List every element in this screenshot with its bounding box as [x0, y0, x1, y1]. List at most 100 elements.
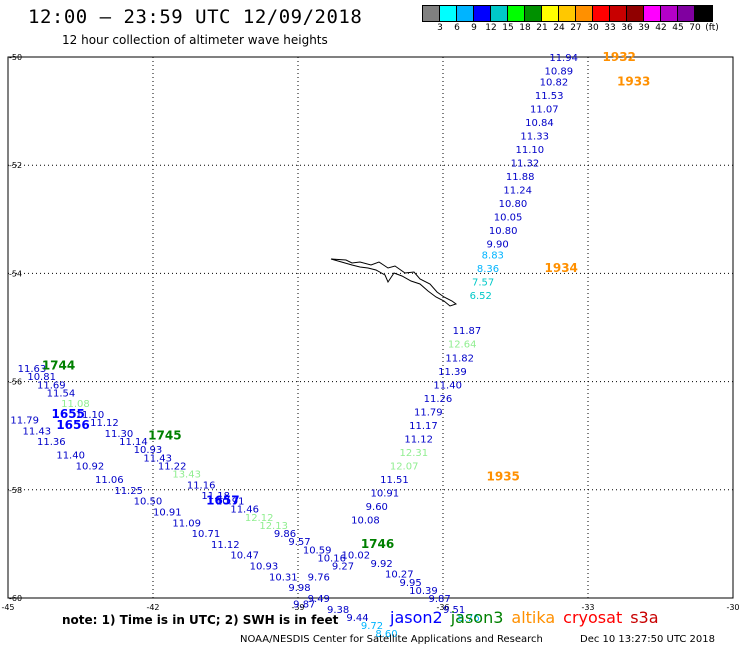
wave-height-value: 11.33 — [520, 131, 549, 142]
wave-height-value: 9.51 — [443, 605, 465, 616]
color-scale-label: 42 — [655, 23, 667, 33]
wave-height-value: 11.24 — [503, 186, 532, 197]
color-scale-label: 70 — [689, 23, 701, 33]
wave-height-value: 11.16 — [187, 480, 216, 491]
wave-height-value: 10.71 — [192, 529, 221, 540]
x-tick-label: -30 — [726, 603, 739, 612]
color-swatch — [661, 6, 678, 21]
pass-time-label: 1656 — [56, 418, 89, 432]
color-swatch — [508, 6, 525, 21]
wave-height-value: 9.72 — [361, 621, 383, 632]
wave-height-value: 11.87 — [453, 326, 482, 337]
wave-height-value: 10.08 — [351, 516, 380, 527]
wave-height-value: 9.95 — [400, 578, 422, 589]
color-swatch — [610, 6, 627, 21]
wave-height-value: 11.32 — [511, 158, 540, 169]
y-tick-label: -52 — [9, 161, 22, 170]
wave-height-value: 11.79 — [10, 415, 39, 426]
color-scale-label: 39 — [638, 23, 650, 33]
wave-height-value: 10.59 — [303, 545, 332, 556]
color-swatch — [576, 6, 593, 21]
wave-height-value: 11.10 — [76, 410, 105, 421]
wave-height-value: 11.88 — [506, 172, 535, 183]
wave-height-value: 9.38 — [327, 605, 349, 616]
generation-timestamp: Dec 10 13:27:50 UTC 2018 — [580, 634, 715, 645]
wave-height-value: 7.57 — [472, 278, 494, 289]
color-scale-label: 21 — [536, 23, 548, 33]
wave-height-value: 11.18 — [201, 491, 230, 502]
color-swatch — [627, 6, 644, 21]
pass-time-label: 1934 — [545, 261, 578, 275]
wave-height-value: 11.39 — [438, 367, 467, 378]
footnote: note: 1) Time is in UTC; 2) SWH is in fe… — [62, 613, 339, 627]
pass-time-label: 1655 — [52, 407, 85, 421]
wave-height-value: 13.43 — [172, 470, 201, 481]
legend-jason2: jason2 — [390, 608, 443, 627]
map-subtitle: 12 hour collection of altimeter wave hei… — [62, 33, 328, 47]
color-swatch — [542, 6, 559, 21]
color-scale-bar — [422, 5, 713, 22]
wave-height-value: 10.91 — [153, 507, 182, 518]
wave-height-value: 8.36 — [477, 264, 499, 275]
wave-height-value: 11.06 — [95, 475, 124, 486]
pass-time-label: 1657 — [206, 494, 239, 508]
map-frame — [7, 56, 734, 599]
wave-height-value: 12.12 — [245, 513, 274, 524]
wave-height-value: 10.84 — [525, 118, 554, 129]
pass-time-label: 1933 — [617, 74, 650, 88]
wave-height-value: 11.94 — [549, 53, 578, 64]
wave-height-value: 10.82 — [540, 77, 569, 88]
wave-height-value: 10.91 — [371, 489, 400, 500]
wave-height-value: 10.81 — [27, 372, 56, 383]
wave-height-value: 9.92 — [371, 559, 393, 570]
wave-height-value: 11.26 — [424, 394, 453, 405]
wave-height-value: 8.76 — [458, 613, 480, 624]
wave-height-value: 10.89 — [545, 67, 574, 78]
wave-height-value: 11.07 — [530, 104, 559, 115]
wave-height-value: 11.82 — [445, 353, 474, 364]
y-tick-label: -60 — [9, 594, 22, 603]
legend-cryosat: cryosat — [563, 608, 623, 627]
wave-height-value: 11.08 — [61, 399, 90, 410]
wave-height-value: 12.07 — [390, 461, 419, 472]
legend-s3a: s3a — [630, 608, 659, 627]
wave-height-value: 9.98 — [288, 583, 310, 594]
wave-height-value: 10.50 — [134, 497, 163, 508]
color-swatch — [678, 6, 695, 21]
wave-height-value: 9.60 — [366, 502, 388, 513]
x-tick-label: -36 — [436, 603, 449, 612]
x-tick-label: -45 — [1, 603, 14, 612]
color-scale-label: 24 — [553, 23, 565, 33]
color-scale-label: 27 — [570, 23, 582, 33]
wave-height-value: 11.14 — [119, 437, 148, 448]
color-swatch — [525, 6, 542, 21]
wave-height-value: 9.87 — [429, 594, 451, 605]
wave-height-value: 9.90 — [487, 240, 509, 251]
wave-height-value: 11.12 — [90, 418, 119, 429]
color-scale-label: 18 — [519, 23, 531, 33]
wave-height-value: 12.64 — [448, 340, 477, 351]
credit-line: NOAA/NESDIS Center for Satellite Applica… — [240, 634, 543, 645]
wave-height-value: 10.31 — [269, 572, 298, 583]
wave-height-value: 11.69 — [37, 380, 66, 391]
wave-height-value: 10.47 — [230, 551, 259, 562]
color-scale-label: 30 — [587, 23, 599, 33]
color-swatch — [644, 6, 661, 21]
wave-height-value: 11.40 — [433, 380, 462, 391]
wave-height-value: 11.12 — [404, 434, 433, 445]
map-title: 12:00 – 23:59 UTC 12/09/2018 — [28, 6, 363, 28]
wave-height-value: 9.27 — [332, 562, 354, 573]
y-tick-label: -56 — [9, 378, 22, 387]
color-scale-label: 9 — [471, 23, 477, 33]
color-scale-label: 33 — [604, 23, 616, 33]
wave-height-value: 10.02 — [342, 551, 371, 562]
color-swatch — [593, 6, 610, 21]
y-tick-label: -58 — [9, 486, 22, 495]
wave-height-value: 11.22 — [158, 461, 187, 472]
pass-time-label: 1744 — [42, 358, 75, 372]
wave-height-value: 11.12 — [211, 540, 240, 551]
color-scale-label: 45 — [672, 23, 684, 33]
color-swatch — [695, 6, 712, 21]
